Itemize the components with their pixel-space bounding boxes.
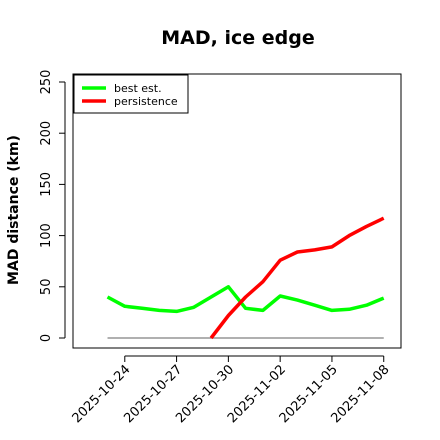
y-axis-label: MAD distance (km) bbox=[6, 135, 22, 285]
x-axis: 2025-10-242025-10-272025-10-302025-11-02… bbox=[70, 355, 393, 426]
y-tick-label: 50 bbox=[39, 279, 54, 296]
legend-label: persistence bbox=[114, 95, 178, 108]
y-tick-label: 150 bbox=[39, 172, 54, 197]
legend-label: best est. bbox=[114, 82, 162, 95]
plot-lines bbox=[106, 216, 385, 340]
y-tick-label: 250 bbox=[39, 70, 54, 95]
plot-frame bbox=[72, 73, 402, 349]
legend-box bbox=[73, 74, 189, 114]
y-axis: 0 50 100 150 200 250 bbox=[39, 70, 66, 342]
series-line-best-est bbox=[106, 285, 385, 314]
series-line-persistence bbox=[209, 216, 385, 340]
y-tick-label: 100 bbox=[39, 223, 54, 248]
legend: best est.persistence bbox=[73, 74, 189, 114]
y-tick-label: 200 bbox=[39, 121, 54, 146]
chart-title: MAD, ice edge bbox=[161, 27, 314, 49]
y-tick-label: 0 bbox=[39, 334, 54, 342]
